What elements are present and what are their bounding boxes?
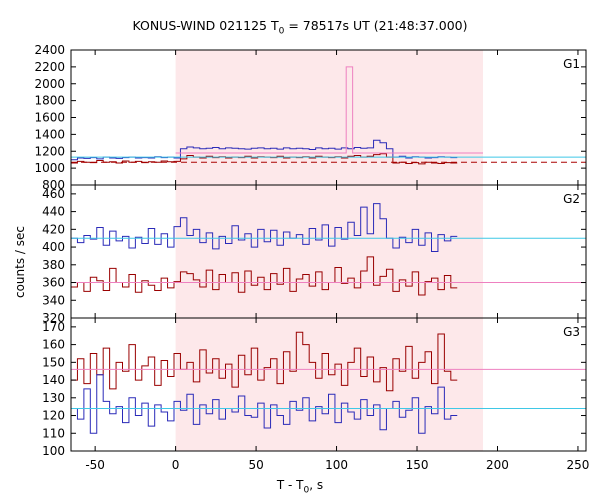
x-tick-label: 200 [486,458,509,472]
panel-label-g3: G3 [563,325,580,339]
y-tick-label: 110 [42,426,65,440]
x-tick-label: 150 [406,458,429,472]
y-tick-label: 2400 [34,43,65,57]
y-tick-label: 1200 [34,144,65,158]
y-tick-label: 170 [42,320,65,334]
series-darkred-g2 [71,256,458,296]
x-axis-label: T - T0, s [276,478,324,496]
y-tick-label: 420 [42,222,65,236]
y-tick-label: 140 [42,373,65,387]
y-tick-label: 130 [42,391,65,405]
panel-label-g2: G2 [563,192,580,206]
shaded-interval-g3 [175,318,483,451]
x-tick-label: 50 [248,458,263,472]
panel-label-g1: G1 [563,57,580,71]
y-tick-label: 380 [42,258,65,272]
chart-title: KONUS-WIND 021125 T0 = 78517s UT (21:48:… [132,18,468,37]
series-pink-g1 [175,66,483,154]
x-tick-label: 250 [567,458,590,472]
y-tick-label: 2000 [34,77,65,91]
panel-frame-g3 [70,317,587,452]
y-tick-label: 2200 [34,60,65,74]
series-blue-g2 [71,203,458,252]
x-tick-label: -50 [85,458,105,472]
y-tick-label: 800 [42,178,65,192]
y-tick-label: 440 [42,205,65,219]
y-tick-label: 460 [42,187,65,201]
series-blue-g3 [71,374,458,434]
y-tick-label: 320 [42,311,65,325]
x-tick-label: 100 [325,458,348,472]
y-tick-label: 1600 [34,111,65,125]
y-tick-label: 120 [42,409,65,423]
y-tick-label: 1800 [34,94,65,108]
y-tick-label: 360 [42,276,65,290]
y-tick-label: 150 [42,355,65,369]
y-tick-label: 160 [42,338,65,352]
shaded-interval-g1 [175,50,483,185]
series-darkred-g3 [71,331,458,392]
y-tick-label: 100 [42,444,65,458]
series-blue-g1 [71,139,458,161]
y-tick-label: 400 [42,240,65,254]
y-tick-label: 340 [42,293,65,307]
y-tick-label: 1400 [34,127,65,141]
x-tick-label: 0 [172,458,180,472]
y-tick-label: 1000 [34,161,65,175]
